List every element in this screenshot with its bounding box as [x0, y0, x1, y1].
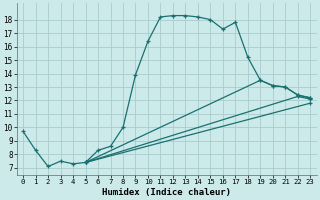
X-axis label: Humidex (Indice chaleur): Humidex (Indice chaleur): [102, 188, 231, 197]
